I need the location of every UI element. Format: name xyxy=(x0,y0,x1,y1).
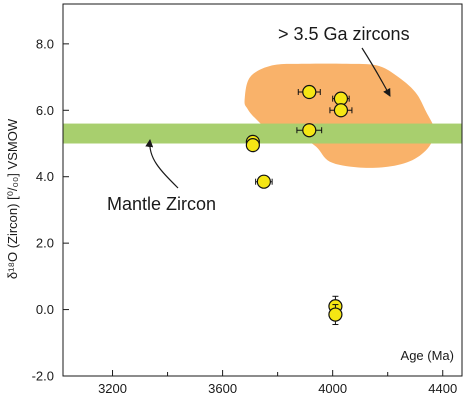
data-point-7 xyxy=(255,174,273,189)
y-tick-label: 4.0 xyxy=(36,169,54,184)
mantle-zircon-band xyxy=(63,123,462,144)
x-axis-title: Age (Ma) xyxy=(401,348,454,363)
old-zircon-annotation: > 3.5 Ga zircons xyxy=(278,24,410,44)
y-axis-title: δ¹⁸O (Zircon) [⁰/₀₀] VSMOW xyxy=(5,118,20,279)
data-point-9 xyxy=(328,304,343,326)
data-point-marker xyxy=(256,174,271,189)
data-point-marker xyxy=(302,123,317,138)
y-tick-label: 2.0 xyxy=(36,236,54,251)
axes-layer: -2.0 0.0 2.0 4.0 6.0 8.0 3200 3600 4000 4400 xyxy=(32,3,463,396)
old-zircon-annotation-arrow xyxy=(361,47,391,97)
data-points-layer xyxy=(245,84,353,326)
data-point-1 xyxy=(297,84,321,100)
x-tick-label: 4000 xyxy=(318,381,347,396)
y-tick-label: 6.0 xyxy=(36,103,54,118)
mantle-band-layer xyxy=(63,123,462,144)
data-point-6 xyxy=(245,138,260,153)
mantle-zircon-annotation-arrow xyxy=(145,139,179,189)
y-tick-label: -2.0 xyxy=(32,369,54,384)
data-point-marker xyxy=(328,307,343,322)
data-point-marker xyxy=(302,84,317,100)
data-point-3 xyxy=(329,103,353,118)
x-tick-label: 3200 xyxy=(98,381,127,396)
mantle-zircon-annotation: Mantle Zircon xyxy=(107,194,216,214)
data-point-4 xyxy=(296,123,323,138)
plot-frame xyxy=(62,3,463,377)
x-tick-label: 4400 xyxy=(428,381,457,396)
data-point-marker xyxy=(245,138,260,153)
x-tick-label: 3600 xyxy=(208,381,237,396)
y-tick-label: 8.0 xyxy=(36,36,54,51)
data-point-2 xyxy=(332,91,350,106)
y-tick-label: 0.0 xyxy=(36,302,54,317)
data-point-marker xyxy=(333,103,349,118)
